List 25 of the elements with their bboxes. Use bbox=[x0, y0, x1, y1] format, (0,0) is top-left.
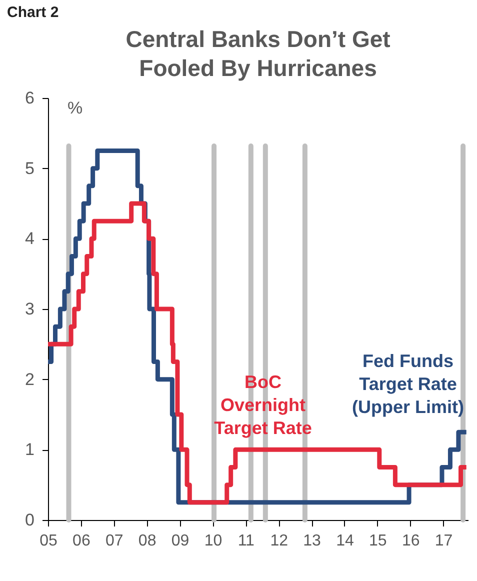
x-tick-label: 17 bbox=[434, 532, 453, 550]
x-tick-label: 11 bbox=[238, 532, 255, 550]
x-tick-label: 12 bbox=[270, 532, 288, 550]
x-tick-label: 16 bbox=[402, 532, 420, 550]
y-tick-label: 0 bbox=[25, 510, 34, 530]
y-tick-label: 5 bbox=[25, 158, 34, 178]
y-tick-label: 4 bbox=[25, 229, 34, 248]
x-tick-label: 15 bbox=[369, 532, 387, 550]
y-tick-label: 1 bbox=[25, 440, 34, 460]
y-tick-label: 2 bbox=[25, 370, 34, 389]
series-label: BoC Overnight Target Rate bbox=[214, 372, 312, 438]
series-label: Fed Funds Target Rate (Upper Limit) bbox=[352, 351, 464, 417]
x-tick-label: 09 bbox=[171, 532, 190, 550]
x-tick-label: 14 bbox=[336, 532, 354, 550]
x-tick-label: 10 bbox=[204, 532, 222, 550]
x-tick-label: 06 bbox=[72, 532, 90, 550]
y-axis-title: % bbox=[68, 98, 83, 118]
y-tick-label: 3 bbox=[25, 300, 34, 318]
x-tick-label: 13 bbox=[303, 532, 322, 550]
x-tick-label: 08 bbox=[138, 532, 156, 550]
y-tick-label: 6 bbox=[25, 88, 34, 108]
x-tick-label: 07 bbox=[105, 532, 124, 550]
chart-title: Central Banks Don’t Get Fooled By Hurricanes bbox=[126, 26, 391, 81]
x-tick-label: 05 bbox=[40, 532, 58, 550]
caption: Chart 2 bbox=[7, 4, 59, 21]
